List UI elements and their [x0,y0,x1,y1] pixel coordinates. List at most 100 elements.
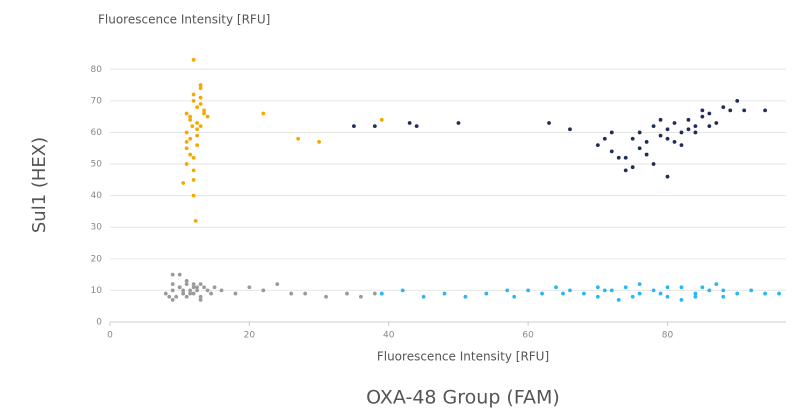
point [170,272,175,277]
point [749,288,754,293]
point [679,143,684,147]
point [379,117,384,122]
point [352,124,356,129]
point [184,111,189,116]
y-axis-label: Sul1 (HEX) [29,137,50,233]
point [261,288,266,293]
point [191,57,196,62]
point [191,291,196,296]
point [190,124,195,129]
point [324,294,328,299]
point [630,136,635,141]
point [198,124,203,129]
x-tick-label: 80 [662,331,674,341]
point [184,279,189,283]
point [303,291,308,296]
point [184,146,189,151]
point [505,288,510,293]
point [630,165,635,170]
point [372,124,377,129]
point [651,124,656,129]
point [181,291,186,296]
point [167,294,172,299]
point [595,285,600,290]
point [198,83,203,87]
x-axis-unit-label: Fluorescence Intensity [RFU] [377,350,549,364]
point [728,108,733,113]
point [763,108,767,113]
point [209,291,213,296]
point [191,168,196,173]
y-tick-label: 40 [91,191,103,201]
x-tick-label: 60 [522,331,534,341]
point [195,143,200,147]
point [693,124,698,129]
point [233,291,238,296]
point [184,294,189,299]
point [672,140,677,144]
x-axis-label: OXA-48 Group (FAM) [366,387,560,409]
point [421,294,426,299]
point [188,152,193,157]
x-tick-label: 20 [244,331,256,341]
point [188,117,193,122]
point [735,98,740,103]
point [188,114,193,119]
point [616,297,621,302]
point [170,297,175,302]
point [721,294,726,299]
point [275,282,280,286]
point [637,130,642,135]
point [651,162,656,166]
point [616,155,621,160]
point [184,130,189,135]
point [202,285,206,290]
y-axis-unit-label: Fluorescence Intensity [RFU] [98,13,270,27]
point [345,291,349,296]
point [686,117,691,122]
point [658,133,663,138]
point [679,297,684,302]
point [609,149,614,154]
point [191,98,196,103]
y-tick-label: 10 [91,286,103,296]
point [191,92,196,97]
point [665,174,670,179]
point [658,291,663,296]
y-tick-label: 60 [91,128,103,138]
point [195,105,200,110]
point [202,111,206,116]
point [184,140,189,144]
y-tick-label: 20 [91,254,103,264]
point [205,114,210,119]
y-tick-label: 50 [91,160,103,170]
point [609,288,614,293]
point [763,291,767,296]
point [609,130,614,135]
point [198,282,203,286]
y-tick-label: 0 [96,318,102,328]
point [191,285,196,290]
point [463,294,468,299]
point [644,140,649,144]
point [526,288,531,293]
point [512,294,517,299]
point [191,177,196,182]
point [665,294,670,299]
point [568,288,572,293]
point [379,291,384,296]
point [195,127,200,132]
point [637,146,642,151]
point [198,294,203,299]
point [665,285,670,290]
point [637,291,642,296]
point [777,291,781,296]
point [188,291,193,296]
point [195,133,200,138]
y-tick-label: 30 [91,223,103,233]
x-tick-label: 40 [383,331,395,341]
point [191,282,196,286]
point [595,294,600,299]
point [693,130,698,135]
